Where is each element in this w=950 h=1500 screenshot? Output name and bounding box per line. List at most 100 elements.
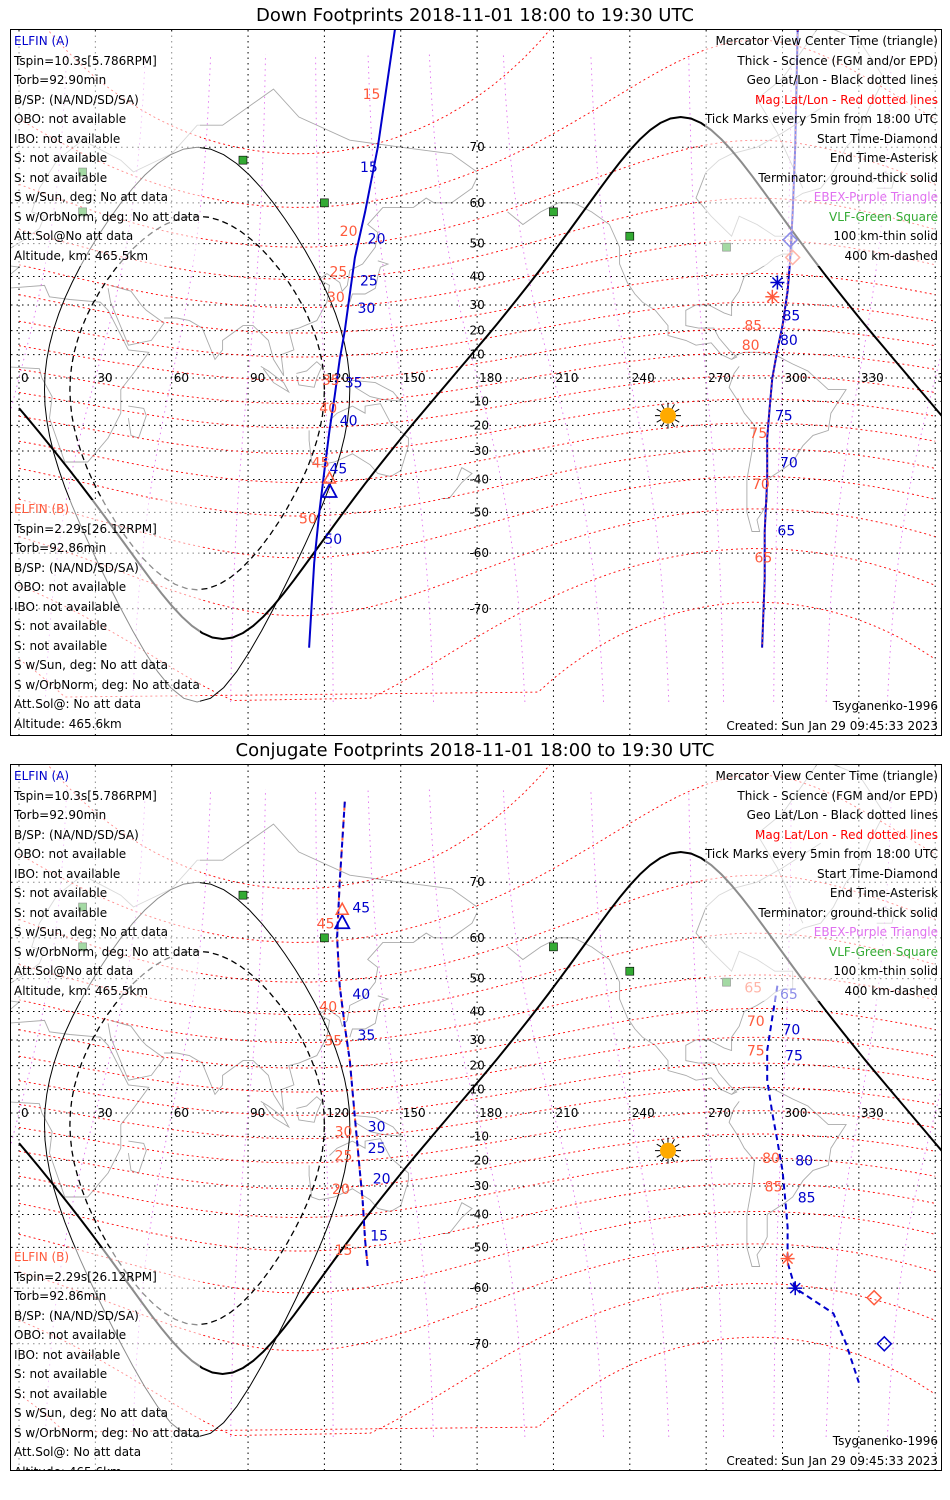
lon-label: 0: [21, 1106, 29, 1120]
elfin-b-tick-label: 70: [752, 477, 770, 493]
elfin-a-info: ELFIN (A) Tspin=10.3s[5.786RPM] Torb=92.…: [14, 32, 200, 266]
coastline: [295, 1096, 323, 1123]
elfin-a-info-2: ELFIN (A) Tspin=10.3s[5.786RPM] Torb=92.…: [14, 767, 200, 1001]
lat-label: 40: [469, 270, 484, 284]
elfin-a-torb: Torb=92.90min: [14, 808, 107, 822]
elfin-a-tick-label: 25: [360, 273, 378, 289]
end-asterisk-icon: [770, 275, 785, 290]
elfin-a-tick-label: 80: [795, 1153, 813, 1169]
lat-label: -10: [469, 394, 489, 408]
coastline: [352, 379, 402, 402]
elfin-a-tspin: Tspin=10.3s[5.786RPM]: [14, 788, 157, 803]
legend-end: End Time-Asterisk: [829, 151, 938, 165]
legend-mag: Mag Lat/Lon - Red dotted lines: [754, 827, 938, 842]
elfin-b-s2: S: not available: [14, 1386, 108, 1401]
lon-label: 240: [632, 371, 655, 385]
lat-label: -40: [469, 472, 489, 486]
mag-meridian: [688, 788, 725, 1438]
elfin-b-tick-label: 15: [335, 1243, 353, 1259]
terminator-100km: [43, 881, 351, 1438]
mag-parallel: [18, 327, 936, 381]
coastline: [11, 284, 150, 463]
mag-parallel: [18, 239, 936, 309]
legend-thick: Thick - Science (FGM and/or EPD): [737, 788, 938, 803]
elfin-a-tick-label: 65: [777, 524, 795, 540]
sun-icon: [654, 402, 681, 429]
elfin-b-track: [766, 985, 860, 1384]
lon-label: 210: [555, 371, 578, 385]
lat-label: -10: [469, 1129, 489, 1143]
elfin-a-bsp: B/SP: (NA/ND/SD/SA): [14, 92, 139, 107]
coastline: [107, 1019, 165, 1081]
mag-meridian: [428, 53, 526, 703]
elfin-a-track: [308, 30, 396, 648]
elfin-b-tick-label: 75: [749, 426, 767, 442]
elfin-b-tick-label: 35: [324, 1033, 342, 1049]
lat-label: -60: [469, 546, 489, 560]
elfin-a-tspin: Tspin=10.3s[5.786RPM]: [14, 53, 157, 68]
elfin-a-tick-label: 70: [783, 1023, 801, 1039]
coastline: [352, 1114, 402, 1137]
elfin-b-tick-label: 50: [299, 512, 317, 528]
elfin-b-tick-label: 65: [755, 551, 773, 567]
lat-label: -30: [469, 1179, 489, 1193]
legend-view: Mercator View Center Time (triangle): [715, 34, 938, 48]
tick-labels: 15 20 25 30 35 40 45 50 15 20 25 30 35 40 45 50 85 80 75 70…: [299, 87, 800, 567]
coastline: [728, 351, 847, 532]
mag-meridian: [315, 53, 334, 703]
lat-label: 40: [469, 1005, 484, 1019]
coastline: [11, 1019, 150, 1198]
elfin-a-attsol: Att.Sol@No att data: [14, 229, 134, 243]
elfin-b-info: ELFIN (B) Tspin=2.29s[26.12RPM] Torb=92.…: [14, 500, 200, 734]
coastline: [127, 405, 147, 439]
elfin-a-ibo: IBO: not available: [14, 866, 121, 881]
mag-meridian: [825, 788, 893, 1438]
mag-parallel: [18, 548, 936, 701]
lon-label: 330: [861, 371, 884, 385]
lat-label: -70: [469, 1337, 489, 1351]
elfin-a-tick-label: 25: [368, 1141, 386, 1157]
lat-label: 20: [469, 1059, 484, 1073]
legend-geo: Geo Lat/Lon - Black dotted lines: [746, 73, 938, 87]
elfin-b-tick-label: 70: [747, 1014, 765, 1030]
elfin-b-info-2: ELFIN (B) Tspin=2.29s[26.12RPM] Torb=92.…: [14, 1248, 200, 1470]
elfin-b-tick-label: 30: [327, 290, 345, 306]
lat-label: 60: [469, 931, 484, 945]
mag-meridian: [367, 788, 434, 1438]
mag-parallel: [18, 197, 936, 280]
elfin-a-tick-label: 75: [785, 1049, 803, 1065]
mag-meridian: [502, 53, 605, 703]
lat-label: 30: [469, 1033, 484, 1047]
lat-label: 20: [469, 324, 484, 338]
lon-label: 360: [937, 371, 941, 385]
legend-end: End Time-Asterisk: [829, 886, 938, 900]
mag-meridian: [825, 53, 893, 703]
mag-parallel: [18, 932, 936, 1015]
elfin-a-tick-label: 35: [345, 375, 363, 391]
legend-vlf: VLF-Green Square: [829, 209, 938, 224]
model-label: Tsyganenko-1996: [832, 699, 938, 713]
elfin-a-tick-label: 75: [775, 408, 793, 424]
coastline: [349, 995, 390, 1038]
elfin-b-obo: OBO: not available: [14, 580, 127, 594]
view-center-triangle-icon: [322, 470, 337, 484]
lat-label: 70: [469, 875, 484, 889]
vlf-green-square-icon: [549, 207, 558, 217]
panel-title-down: Down Footprints 2018-11-01 18:00 to 19:3…: [256, 5, 694, 26]
elfin-a-altitude: Altitude, km: 465.5km: [14, 248, 149, 263]
coastline: [441, 467, 473, 499]
elfin-a-s2: S: not available: [14, 170, 108, 185]
elfin-b-bsp: B/SP: (NA/ND/SD/SA): [14, 560, 139, 575]
mag-parallel: [18, 1182, 936, 1252]
elfin-a-tick-label: 30: [368, 1120, 386, 1136]
lon-label: 60: [174, 371, 189, 385]
mag-meridian: [315, 788, 334, 1438]
elfin-b-tick-label: 75: [747, 1044, 765, 1060]
lon-label: 150: [403, 371, 426, 385]
elfin-a-tick-label: 85: [798, 1191, 816, 1207]
vlf-green-square-icon: [549, 942, 558, 952]
coastline: [349, 260, 390, 303]
lon-label: 300: [785, 1106, 808, 1120]
mag-meridian: [773, 788, 792, 1438]
legend-start: Start Time-Diamond: [816, 131, 938, 146]
